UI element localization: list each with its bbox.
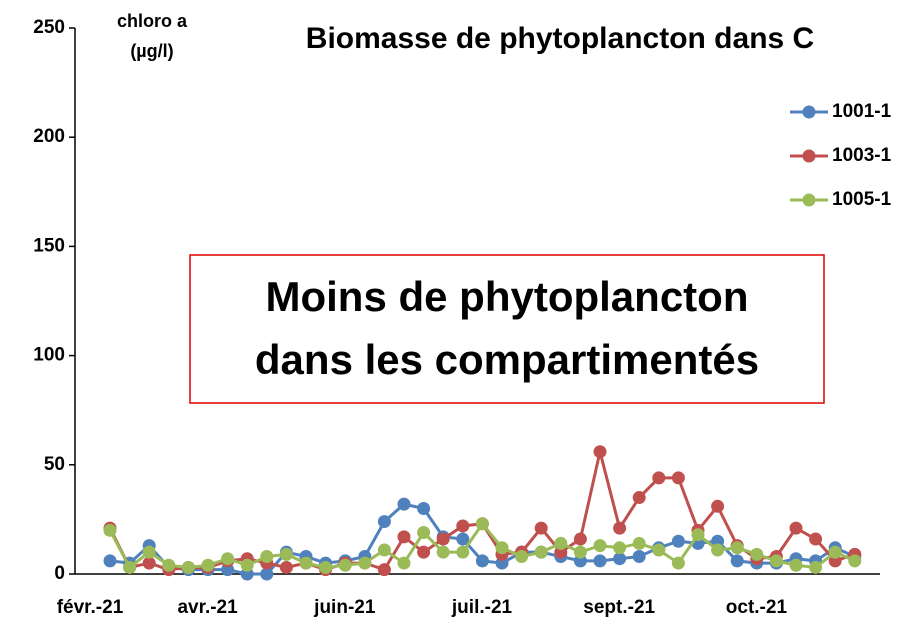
- marker: [671, 471, 685, 485]
- marker: [123, 560, 137, 574]
- chart-title: Biomasse de phytoplancton dans C: [306, 22, 814, 55]
- marker: [377, 515, 391, 529]
- marker: [456, 519, 470, 533]
- marker: [279, 547, 293, 561]
- marker: [809, 560, 823, 574]
- y-axis-label: chloro a: [117, 11, 188, 31]
- marker: [730, 541, 744, 555]
- marker: [377, 543, 391, 557]
- marker: [593, 445, 607, 459]
- y-tick-label: 50: [44, 454, 65, 475]
- marker: [279, 560, 293, 574]
- marker: [417, 526, 431, 540]
- marker: [809, 532, 823, 546]
- series-line: [108, 451, 856, 572]
- marker: [142, 556, 156, 570]
- marker: [554, 536, 568, 550]
- marker: [475, 517, 489, 531]
- marker: [299, 556, 313, 570]
- annotation: dans les compartimentés: [255, 336, 759, 383]
- x-tick-label: sept.-21: [583, 597, 655, 618]
- x-tick-label: oct.-21: [726, 597, 788, 618]
- marker: [789, 521, 803, 535]
- marker: [652, 471, 666, 485]
- annotation: Moins de phytoplancton: [266, 273, 749, 320]
- marker: [377, 563, 391, 577]
- x-tick-label: févr.-21: [57, 597, 124, 618]
- marker: [240, 558, 254, 572]
- marker: [436, 545, 450, 559]
- x-tick-label: juil.-21: [451, 597, 513, 618]
- marker: [613, 552, 627, 566]
- marker: [181, 560, 195, 574]
- marker: [671, 534, 685, 548]
- marker: [769, 554, 783, 568]
- marker: [632, 550, 646, 564]
- marker: [397, 556, 411, 570]
- marker: [632, 491, 646, 505]
- marker: [103, 554, 117, 568]
- marker: [456, 545, 470, 559]
- legend-marker: [802, 105, 816, 119]
- marker: [103, 523, 117, 537]
- marker: [162, 558, 176, 572]
- y-axis-label: (µg/l): [130, 41, 173, 61]
- marker: [828, 545, 842, 559]
- marker: [475, 554, 489, 568]
- y-tick-label: 0: [54, 563, 65, 584]
- marker: [573, 545, 587, 559]
- marker: [613, 541, 627, 555]
- marker: [260, 567, 274, 581]
- marker: [848, 554, 862, 568]
- marker: [534, 521, 548, 535]
- y-tick-label: 100: [33, 345, 65, 366]
- marker: [632, 536, 646, 550]
- marker: [730, 554, 744, 568]
- marker: [358, 556, 372, 570]
- marker: [534, 545, 548, 559]
- marker: [495, 541, 509, 555]
- marker: [260, 550, 274, 564]
- marker: [515, 550, 529, 564]
- marker: [397, 497, 411, 511]
- marker: [652, 543, 666, 557]
- marker: [711, 543, 725, 557]
- marker: [593, 539, 607, 553]
- marker: [417, 501, 431, 515]
- y-tick-label: 250: [33, 17, 65, 38]
- marker: [573, 532, 587, 546]
- marker: [613, 521, 627, 535]
- marker: [593, 554, 607, 568]
- annotation-box: [189, 254, 825, 404]
- legend-label: 1001-1: [832, 101, 892, 122]
- legend-marker: [802, 193, 816, 207]
- marker: [456, 532, 470, 546]
- marker: [691, 528, 705, 542]
- marker: [338, 558, 352, 572]
- legend-label: 1003-1: [832, 145, 892, 166]
- marker: [789, 558, 803, 572]
- marker: [750, 547, 764, 561]
- marker: [142, 545, 156, 559]
- marker: [201, 558, 215, 572]
- marker: [711, 499, 725, 513]
- legend-marker: [802, 149, 816, 163]
- marker: [436, 532, 450, 546]
- marker: [417, 545, 431, 559]
- y-tick-label: 200: [33, 126, 65, 147]
- x-tick-label: juin-21: [313, 597, 376, 618]
- marker: [319, 560, 333, 574]
- marker: [397, 530, 411, 544]
- marker: [671, 556, 685, 570]
- x-tick-label: avr.-21: [177, 597, 238, 618]
- legend-label: 1005-1: [832, 189, 892, 210]
- y-tick-label: 150: [33, 235, 65, 256]
- marker: [221, 552, 235, 566]
